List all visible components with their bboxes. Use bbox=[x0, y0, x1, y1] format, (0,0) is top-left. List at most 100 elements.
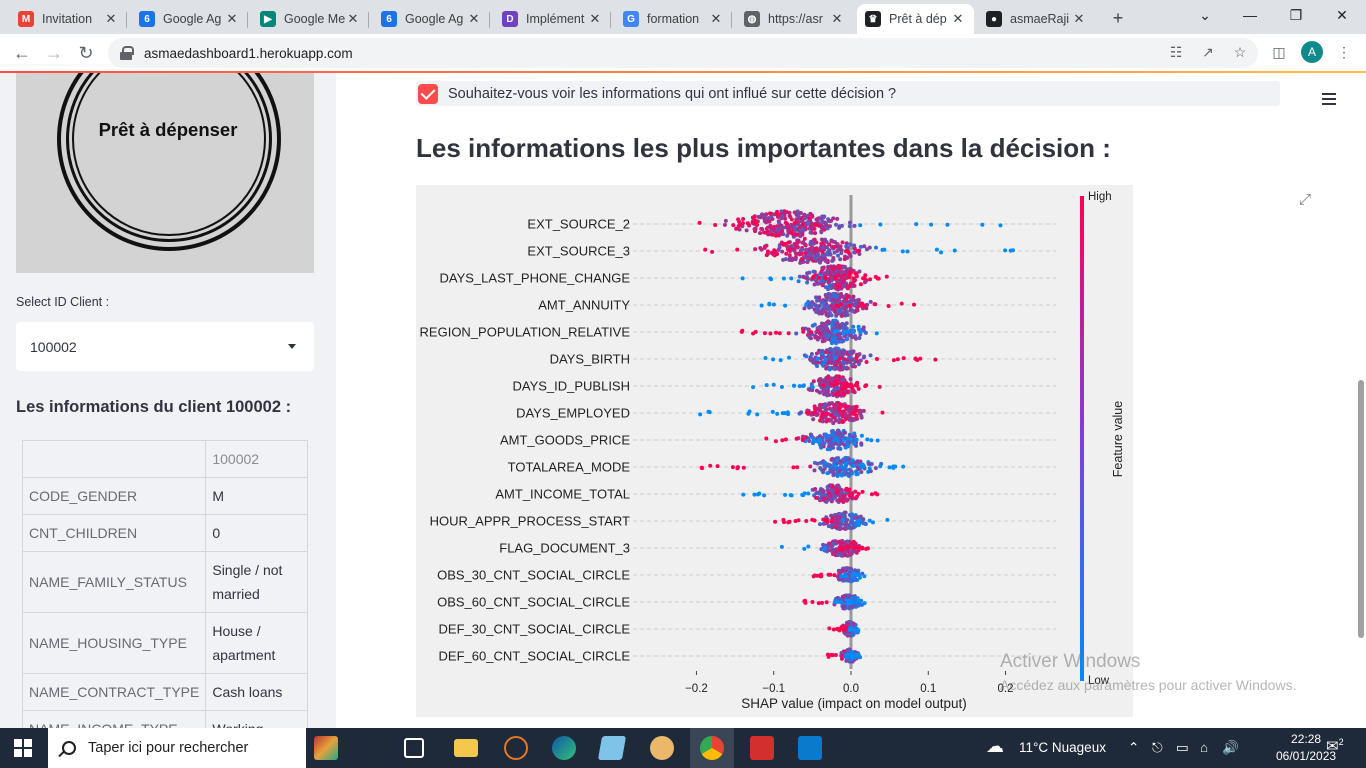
shap-point bbox=[901, 356, 906, 361]
menu-kebab-icon[interactable]: ⋮ bbox=[1337, 43, 1351, 60]
client-id-select[interactable]: 100002 bbox=[16, 322, 314, 371]
shap-point bbox=[792, 383, 797, 388]
shap-point bbox=[818, 332, 823, 337]
paint-icon[interactable] bbox=[650, 736, 674, 760]
influence-checkbox-row[interactable]: Souhaitez-vous voir les informations qui… bbox=[416, 81, 1280, 106]
shap-point bbox=[836, 568, 841, 573]
page-scrollbar[interactable] bbox=[1358, 380, 1364, 638]
shap-point bbox=[807, 305, 812, 310]
shap-point bbox=[838, 331, 843, 336]
close-tab-icon[interactable]: ✕ bbox=[831, 11, 843, 26]
browser-tab[interactable]: ● asmaeRaji ✕ bbox=[978, 4, 1095, 34]
google-calendar-icon: 6 bbox=[381, 11, 397, 27]
restore-icon[interactable]: ❐ bbox=[1289, 6, 1303, 23]
close-tab-icon[interactable]: ✕ bbox=[347, 11, 359, 26]
chrome-icon[interactable] bbox=[700, 736, 724, 760]
shap-point bbox=[841, 498, 846, 503]
shap-point bbox=[800, 247, 805, 252]
wifi-icon[interactable]: ⌂ bbox=[1200, 740, 1209, 755]
address-bar[interactable]: asmaedashboard1.herokuapp.com bbox=[108, 38, 1258, 68]
shap-point bbox=[831, 306, 836, 311]
table-key-cell: NAME_HOUSING_TYPE bbox=[21, 612, 207, 674]
vscode-icon[interactable] bbox=[798, 736, 822, 760]
shap-point bbox=[768, 223, 773, 228]
bookmark-star-icon[interactable]: ☆ bbox=[1233, 43, 1247, 60]
file-explorer-icon[interactable] bbox=[454, 739, 478, 757]
shap-point bbox=[846, 623, 851, 628]
minimize-icon[interactable]: — bbox=[1243, 7, 1257, 23]
app-logo: Prêt à dépenser bbox=[16, 73, 314, 273]
shap-point bbox=[851, 632, 856, 637]
weather-cloud-icon[interactable]: ☁ bbox=[986, 736, 1004, 756]
shap-point bbox=[835, 284, 840, 289]
shap-point bbox=[825, 226, 830, 231]
taskbar-search[interactable]: Taper ici pour rechercher bbox=[48, 728, 306, 768]
anaconda-icon[interactable] bbox=[504, 736, 528, 760]
shap-point bbox=[1011, 248, 1016, 253]
edge-icon[interactable] bbox=[552, 736, 576, 760]
search-highlight-icon[interactable] bbox=[314, 736, 338, 760]
side-panel-icon[interactable]: ◫ bbox=[1272, 43, 1286, 60]
browser-tab[interactable]: ♛ Prêt à dép ✕ bbox=[857, 4, 974, 34]
shap-point bbox=[774, 212, 779, 217]
network-icon[interactable]: ⎋ bbox=[1152, 740, 1163, 755]
shap-point bbox=[764, 212, 769, 217]
weather-text[interactable]: 11°C Nuageux bbox=[1019, 740, 1106, 755]
battery-icon[interactable]: ▭ bbox=[1176, 740, 1189, 755]
close-tab-icon[interactable]: ✕ bbox=[226, 11, 238, 26]
reload-icon[interactable]: ↻ bbox=[78, 42, 94, 63]
shap-point bbox=[817, 259, 822, 264]
notepad-icon[interactable] bbox=[597, 736, 627, 760]
shap-point bbox=[847, 224, 852, 229]
close-tab-icon[interactable]: ✕ bbox=[468, 11, 480, 26]
share-icon[interactable]: ↗ bbox=[1202, 43, 1214, 60]
browser-tab[interactable]: 6 Google Ag ✕ bbox=[131, 4, 248, 34]
shap-point bbox=[829, 337, 834, 342]
browser-tab[interactable]: 6 Google Ag ✕ bbox=[373, 4, 490, 34]
shap-point bbox=[817, 390, 822, 395]
notification-icon[interactable]: ✉2 bbox=[1326, 737, 1344, 755]
tab-separator bbox=[731, 12, 732, 28]
shap-point bbox=[804, 302, 809, 307]
profile-avatar[interactable]: A bbox=[1301, 41, 1323, 63]
close-tab-icon[interactable]: ✕ bbox=[952, 11, 964, 26]
close-window-icon[interactable]: ✕ bbox=[1336, 6, 1348, 23]
shap-point bbox=[809, 252, 814, 257]
shap-point bbox=[802, 306, 807, 311]
shap-point bbox=[826, 319, 831, 324]
browser-tab[interactable]: ▶ Google Me ✕ bbox=[252, 4, 369, 34]
shap-point bbox=[837, 377, 842, 382]
shap-point bbox=[874, 356, 879, 361]
shap-point bbox=[844, 304, 849, 309]
shap-point bbox=[828, 359, 833, 364]
browser-tab[interactable]: M Invitation ✕ bbox=[10, 4, 127, 34]
back-icon[interactable]: ← bbox=[13, 42, 31, 63]
tab-search-icon[interactable]: ⌄ bbox=[1199, 6, 1211, 23]
shap-point bbox=[832, 285, 837, 290]
new-tab-button[interactable]: + bbox=[1112, 7, 1124, 28]
shap-point bbox=[844, 544, 849, 549]
browser-tab[interactable]: ◍ https://asr ✕ bbox=[736, 4, 853, 34]
shap-point bbox=[872, 302, 877, 307]
acrobat-icon[interactable] bbox=[750, 736, 774, 760]
volume-icon[interactable]: 🔊 bbox=[1222, 740, 1239, 755]
forward-icon[interactable]: → bbox=[45, 42, 63, 63]
chevron-up-icon[interactable]: ⌃ bbox=[1128, 740, 1140, 755]
table-value-cell: Single / not married bbox=[205, 551, 308, 613]
windows-start-icon[interactable] bbox=[14, 739, 32, 757]
close-tab-icon[interactable]: ✕ bbox=[710, 11, 722, 26]
task-view-icon[interactable] bbox=[404, 738, 424, 758]
shap-point bbox=[764, 253, 769, 258]
taskbar-clock[interactable]: 22:28 06/01/2023 bbox=[1276, 731, 1336, 765]
checkbox-checked-icon[interactable] bbox=[418, 83, 438, 104]
close-tab-icon[interactable]: ✕ bbox=[589, 11, 601, 26]
close-tab-icon[interactable]: ✕ bbox=[105, 11, 117, 26]
translate-icon[interactable]: ☷ bbox=[1169, 43, 1183, 60]
hamburger-menu-icon[interactable] bbox=[1322, 93, 1336, 105]
fullscreen-icon[interactable]: ⤢ bbox=[1299, 191, 1312, 208]
shap-point bbox=[850, 389, 855, 394]
browser-tab[interactable]: D Implément ✕ bbox=[494, 4, 611, 34]
close-tab-icon[interactable]: ✕ bbox=[1073, 11, 1085, 26]
shap-point bbox=[798, 234, 803, 239]
